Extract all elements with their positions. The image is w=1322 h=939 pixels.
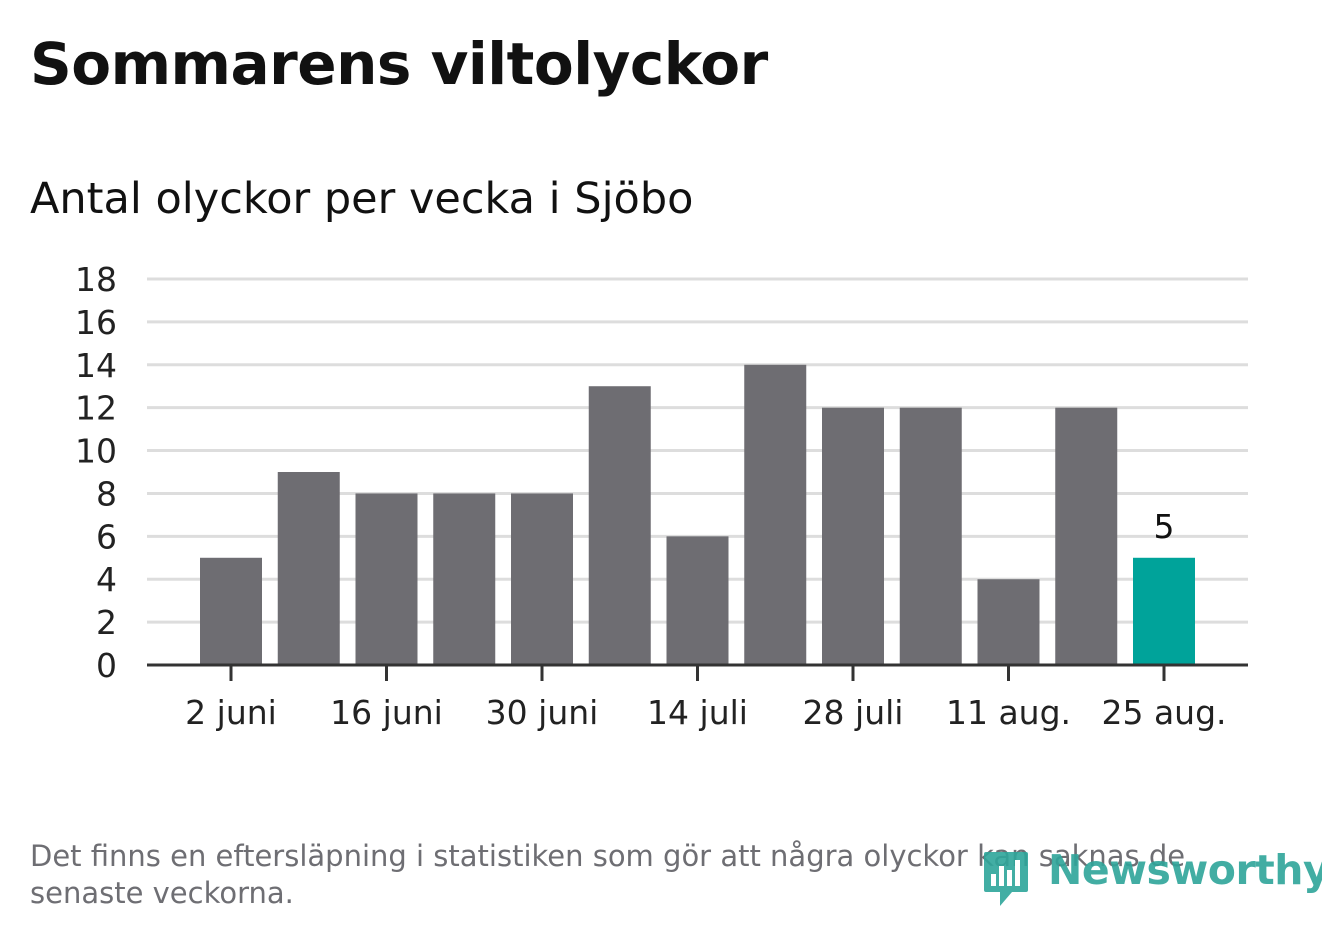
bar-highlighted xyxy=(1133,557,1195,665)
bar xyxy=(899,407,962,665)
x-tick-label: 28 juli xyxy=(803,693,904,732)
y-tick-label: 2 xyxy=(96,603,117,642)
data-label: 5 xyxy=(1154,507,1175,546)
y-tick-label: 10 xyxy=(75,432,117,471)
y-tick-label: 4 xyxy=(96,560,117,599)
bar xyxy=(277,472,340,665)
y-axis-tick-labels: 0 2 4 6 810 12 14 16 18 xyxy=(75,260,117,685)
newsworthy-logo-text: Newsworthy xyxy=(1048,846,1322,894)
bar xyxy=(200,557,262,665)
x-tick-label: 2 juni xyxy=(185,693,277,732)
x-tick-label: 11 aug. xyxy=(946,693,1071,732)
bar xyxy=(977,579,1040,665)
y-tick-label: 8 xyxy=(96,474,117,513)
newsworthy-bar-chart-icon xyxy=(984,852,1028,906)
x-tick-label: 14 juli xyxy=(647,693,748,732)
bar xyxy=(588,386,651,665)
chart-subtitle: Antal olyckor per vecka i Sjöbo xyxy=(30,174,694,224)
y-tick-label: 16 xyxy=(75,303,117,342)
bar xyxy=(1055,407,1118,665)
bar xyxy=(744,364,807,665)
bar-chart: 0 2 4 6 810 12 14 16 18 2 juni 16 juni 30 juni 14 j… xyxy=(75,260,1248,732)
bar xyxy=(433,493,496,665)
y-tick-label: 0 xyxy=(96,646,117,685)
y-tick-label: 6 xyxy=(96,517,117,556)
y-tick-label: 12 xyxy=(75,389,117,428)
x-axis-ticks: 2 juni 16 juni 30 juni 14 juli 28 juli 11 aug… xyxy=(185,665,1227,732)
x-tick-label: 16 juni xyxy=(330,693,443,732)
x-tick-label: 25 aug. xyxy=(1101,693,1226,732)
bar xyxy=(355,493,418,665)
y-tick-label: 14 xyxy=(75,346,117,385)
bars xyxy=(200,364,1195,665)
data-labels: 5 xyxy=(1154,507,1175,546)
x-tick-label: 30 juni xyxy=(486,693,599,732)
newsworthy-logo: Newsworthy xyxy=(982,846,1322,910)
y-tick-label: 18 xyxy=(75,260,117,299)
bar xyxy=(822,407,884,665)
bar xyxy=(511,493,573,665)
bar xyxy=(666,536,729,665)
chart-title: Sommarens viltolyckor xyxy=(30,30,768,98)
